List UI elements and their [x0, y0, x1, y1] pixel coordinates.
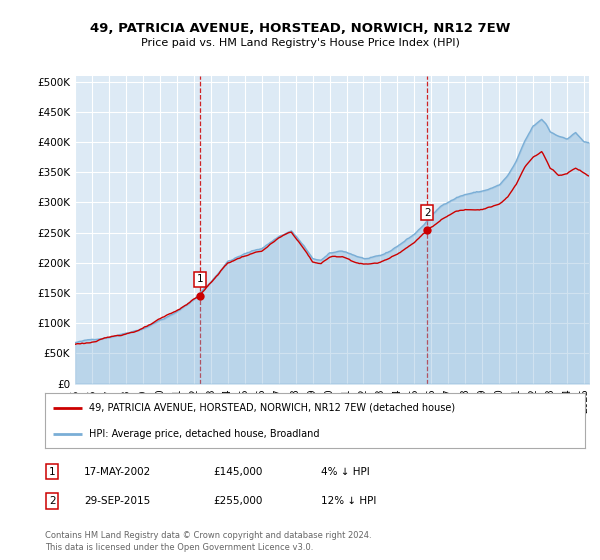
Text: 2: 2 — [49, 496, 56, 506]
Text: £255,000: £255,000 — [213, 496, 262, 506]
Text: 29-SEP-2015: 29-SEP-2015 — [84, 496, 150, 506]
Text: 12% ↓ HPI: 12% ↓ HPI — [321, 496, 376, 506]
Text: 2: 2 — [424, 208, 430, 218]
Text: 4% ↓ HPI: 4% ↓ HPI — [321, 466, 370, 477]
Text: 49, PATRICIA AVENUE, HORSTEAD, NORWICH, NR12 7EW: 49, PATRICIA AVENUE, HORSTEAD, NORWICH, … — [90, 22, 510, 35]
Text: 17-MAY-2002: 17-MAY-2002 — [84, 466, 151, 477]
Text: 1: 1 — [49, 466, 56, 477]
Text: £145,000: £145,000 — [213, 466, 262, 477]
Text: 1: 1 — [197, 274, 203, 284]
Text: Contains HM Land Registry data © Crown copyright and database right 2024.
This d: Contains HM Land Registry data © Crown c… — [45, 531, 371, 552]
Text: Price paid vs. HM Land Registry's House Price Index (HPI): Price paid vs. HM Land Registry's House … — [140, 38, 460, 48]
Text: 49, PATRICIA AVENUE, HORSTEAD, NORWICH, NR12 7EW (detached house): 49, PATRICIA AVENUE, HORSTEAD, NORWICH, … — [89, 403, 455, 413]
Text: HPI: Average price, detached house, Broadland: HPI: Average price, detached house, Broa… — [89, 430, 320, 439]
